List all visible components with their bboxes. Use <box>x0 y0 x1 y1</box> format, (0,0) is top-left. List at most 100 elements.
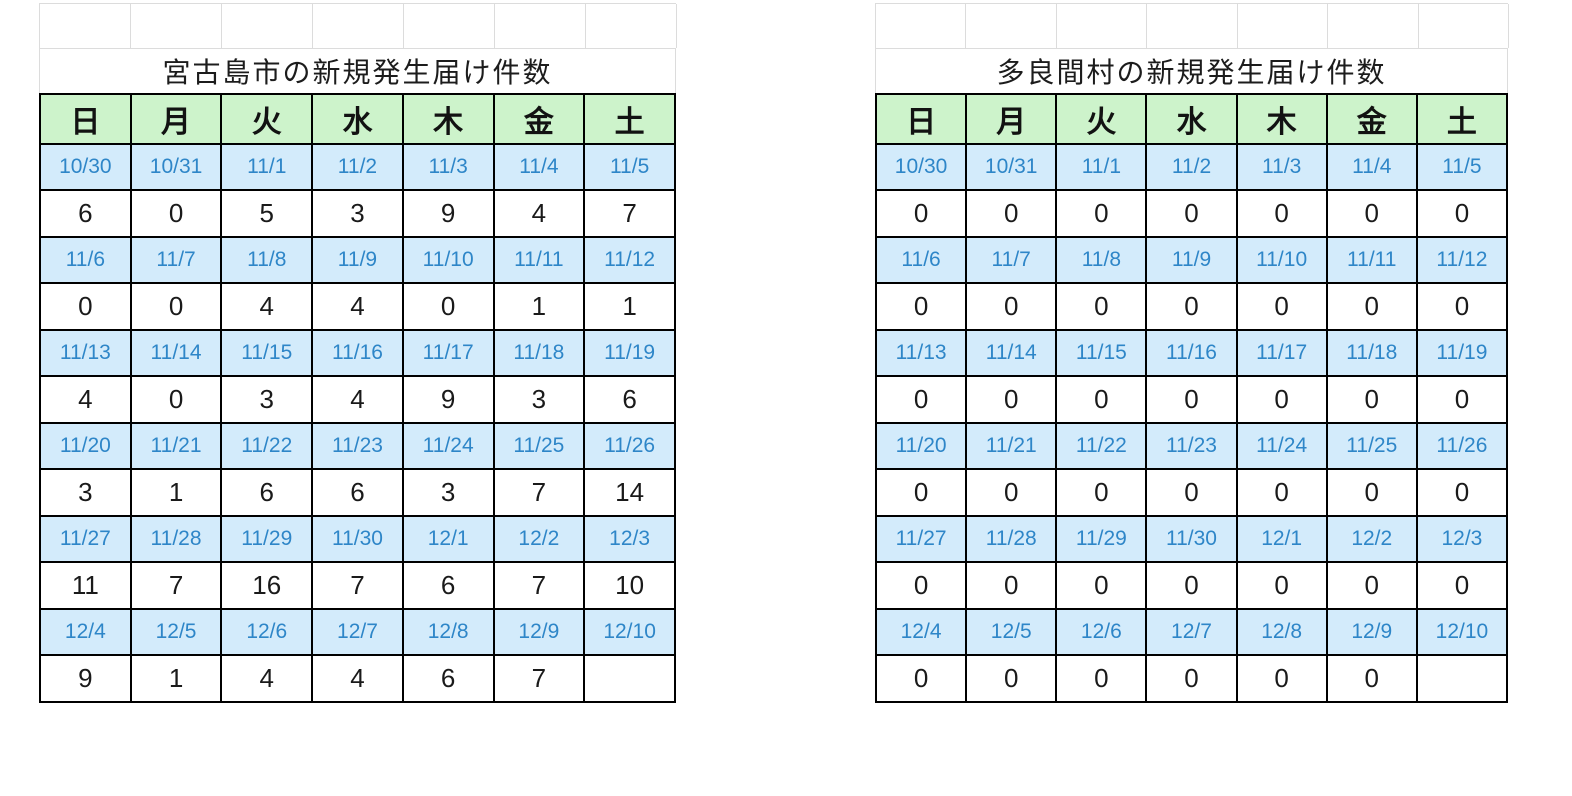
count-cell[interactable]: 1 <box>129 468 223 517</box>
count-cell[interactable]: 0 <box>1145 468 1238 517</box>
date-cell[interactable]: 12/7 <box>1145 608 1238 656</box>
date-cell[interactable]: 12/6 <box>1055 608 1148 656</box>
date-cell[interactable]: 11/2 <box>311 143 404 191</box>
count-cell[interactable]: 4 <box>492 189 586 238</box>
count-cell[interactable]: 0 <box>1145 189 1238 238</box>
count-cell[interactable]: 6 <box>583 375 676 424</box>
date-cell[interactable]: 12/1 <box>1235 515 1328 563</box>
date-cell[interactable]: 11/6 <box>874 236 968 284</box>
date-cell[interactable]: 12/2 <box>1325 515 1418 563</box>
weekday-header-cell[interactable]: 日 <box>39 93 132 145</box>
date-cell[interactable]: 11/29 <box>1055 515 1148 563</box>
date-cell[interactable]: 11/7 <box>965 236 1058 284</box>
date-cell[interactable]: 11/30 <box>1145 515 1238 563</box>
count-cell[interactable]: 3 <box>311 189 404 238</box>
count-cell[interactable]: 10 <box>583 561 676 610</box>
count-cell[interactable]: 6 <box>311 468 404 517</box>
date-cell[interactable]: 12/10 <box>1415 608 1509 656</box>
date-cell[interactable]: 11/5 <box>1415 143 1509 191</box>
count-cell[interactable]: 9 <box>401 189 495 238</box>
date-cell[interactable]: 11/11 <box>1325 236 1418 284</box>
date-cell[interactable]: 10/31 <box>129 143 223 191</box>
weekday-header-cell[interactable]: 木 <box>1235 93 1328 145</box>
count-cell[interactable]: 0 <box>1055 468 1148 517</box>
count-cell[interactable]: 16 <box>220 561 314 610</box>
date-cell[interactable]: 10/30 <box>39 143 132 191</box>
weekday-header-cell[interactable]: 金 <box>492 93 586 145</box>
date-cell[interactable]: 11/5 <box>583 143 676 191</box>
count-cell[interactable]: 4 <box>311 375 404 424</box>
count-cell[interactable]: 0 <box>1235 375 1328 424</box>
date-cell[interactable]: 12/10 <box>583 608 676 656</box>
count-cell[interactable]: 3 <box>401 468 495 517</box>
date-cell[interactable]: 11/15 <box>220 329 314 377</box>
count-cell[interactable]: 0 <box>1055 654 1148 703</box>
count-cell[interactable]: 3 <box>39 468 132 517</box>
count-cell[interactable]: 4 <box>311 282 404 331</box>
date-cell[interactable]: 11/8 <box>1055 236 1148 284</box>
count-cell[interactable]: 7 <box>492 561 586 610</box>
count-cell[interactable]: 4 <box>220 654 314 703</box>
date-cell[interactable]: 11/8 <box>220 236 314 284</box>
date-cell[interactable]: 12/2 <box>492 515 586 563</box>
count-cell[interactable]: 9 <box>401 375 495 424</box>
weekday-header-cell[interactable]: 木 <box>401 93 495 145</box>
date-cell[interactable]: 11/12 <box>583 236 676 284</box>
count-cell[interactable]: 9 <box>39 654 132 703</box>
date-cell[interactable]: 11/17 <box>401 329 495 377</box>
date-cell[interactable]: 11/28 <box>965 515 1058 563</box>
count-cell[interactable]: 0 <box>1145 375 1238 424</box>
date-cell[interactable]: 11/21 <box>965 422 1058 470</box>
weekday-header-cell[interactable]: 月 <box>129 93 223 145</box>
date-cell[interactable]: 12/4 <box>874 608 968 656</box>
count-cell[interactable]: 4 <box>39 375 132 424</box>
count-cell[interactable]: 3 <box>220 375 314 424</box>
date-cell[interactable]: 11/17 <box>1235 329 1328 377</box>
date-cell[interactable]: 11/4 <box>492 143 586 191</box>
date-cell[interactable]: 11/15 <box>1055 329 1148 377</box>
date-cell[interactable]: 11/11 <box>492 236 586 284</box>
count-cell[interactable]: 4 <box>220 282 314 331</box>
count-cell[interactable]: 0 <box>965 189 1058 238</box>
date-cell[interactable]: 11/18 <box>492 329 586 377</box>
date-cell[interactable]: 12/3 <box>583 515 676 563</box>
weekday-header-cell[interactable]: 火 <box>1055 93 1148 145</box>
count-cell[interactable]: 4 <box>311 654 404 703</box>
count-cell[interactable]: 0 <box>1235 189 1328 238</box>
date-cell[interactable]: 11/14 <box>965 329 1058 377</box>
date-cell[interactable]: 11/21 <box>129 422 223 470</box>
count-cell[interactable]: 0 <box>129 189 223 238</box>
date-cell[interactable]: 12/5 <box>129 608 223 656</box>
weekday-header-cell[interactable]: 日 <box>874 93 968 145</box>
count-cell[interactable]: 0 <box>1415 375 1509 424</box>
date-cell[interactable]: 11/1 <box>220 143 314 191</box>
count-cell[interactable]: 1 <box>583 282 676 331</box>
date-cell[interactable]: 10/30 <box>874 143 968 191</box>
count-cell[interactable]: 0 <box>1235 468 1328 517</box>
date-cell[interactable]: 12/7 <box>311 608 404 656</box>
date-cell[interactable]: 10/31 <box>965 143 1058 191</box>
weekday-header-cell[interactable]: 金 <box>1325 93 1418 145</box>
weekday-header-cell[interactable]: 水 <box>1145 93 1238 145</box>
count-cell[interactable]: 0 <box>1055 375 1148 424</box>
count-cell[interactable]: 7 <box>311 561 404 610</box>
date-cell[interactable]: 11/9 <box>1145 236 1238 284</box>
date-cell[interactable]: 11/16 <box>311 329 404 377</box>
count-cell[interactable]: 6 <box>401 654 495 703</box>
date-cell[interactable]: 11/2 <box>1145 143 1238 191</box>
weekday-header-cell[interactable]: 土 <box>583 93 676 145</box>
date-cell[interactable]: 11/20 <box>874 422 968 470</box>
count-cell[interactable]: 6 <box>39 189 132 238</box>
count-cell[interactable]: 0 <box>965 282 1058 331</box>
date-cell[interactable]: 11/9 <box>311 236 404 284</box>
date-cell[interactable]: 11/4 <box>1325 143 1418 191</box>
count-cell[interactable]: 0 <box>965 654 1058 703</box>
date-cell[interactable]: 12/5 <box>965 608 1058 656</box>
date-cell[interactable]: 11/13 <box>39 329 132 377</box>
count-cell[interactable]: 0 <box>1415 468 1509 517</box>
count-cell[interactable]: 1 <box>129 654 223 703</box>
count-cell[interactable]: 0 <box>1145 561 1238 610</box>
count-cell[interactable]: 0 <box>39 282 132 331</box>
count-cell[interactable]: 0 <box>965 375 1058 424</box>
count-cell[interactable]: 0 <box>1235 654 1328 703</box>
